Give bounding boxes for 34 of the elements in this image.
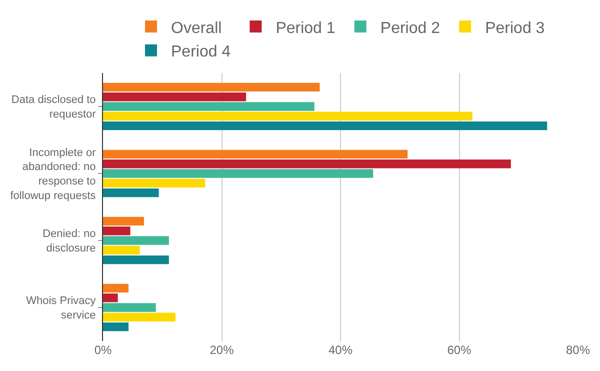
bar <box>103 284 129 293</box>
y-tick-label: Whois Privacy service <box>26 295 96 322</box>
bar <box>103 226 130 236</box>
y-tick-label: Denied: no disclosure <box>42 228 96 254</box>
bar <box>103 322 129 332</box>
bar <box>103 102 314 111</box>
bar <box>103 121 548 130</box>
bar <box>103 236 169 245</box>
x-tick-label: 20% <box>210 343 234 357</box>
bar <box>103 160 511 168</box>
y-tick-label: Incomplete or abandoned: no response to followup requests <box>10 146 96 202</box>
bar <box>103 169 374 178</box>
bar <box>103 112 472 120</box>
legend-label: Period 1 <box>276 20 336 37</box>
bar <box>103 255 169 264</box>
y-tick-label: Data disclosed to requestor <box>11 94 96 120</box>
x-tick-label: 40% <box>328 343 353 357</box>
legend-label: Period 4 <box>171 44 231 61</box>
legend-label: Period 3 <box>485 20 545 37</box>
x-tick-label: 0% <box>94 343 112 357</box>
bar <box>103 188 159 198</box>
x-tick-label: 60% <box>447 343 472 357</box>
bar <box>103 294 118 302</box>
bar <box>103 92 246 102</box>
bar <box>103 246 140 254</box>
bar <box>103 312 176 322</box>
bar <box>103 150 408 159</box>
bar <box>103 303 156 312</box>
bar <box>103 216 144 226</box>
bar <box>103 178 206 188</box>
x-tick-label: 80% <box>566 343 590 357</box>
legend-label: Overall <box>171 20 222 37</box>
bar <box>103 82 320 92</box>
legend-label: Period 2 <box>380 20 440 37</box>
